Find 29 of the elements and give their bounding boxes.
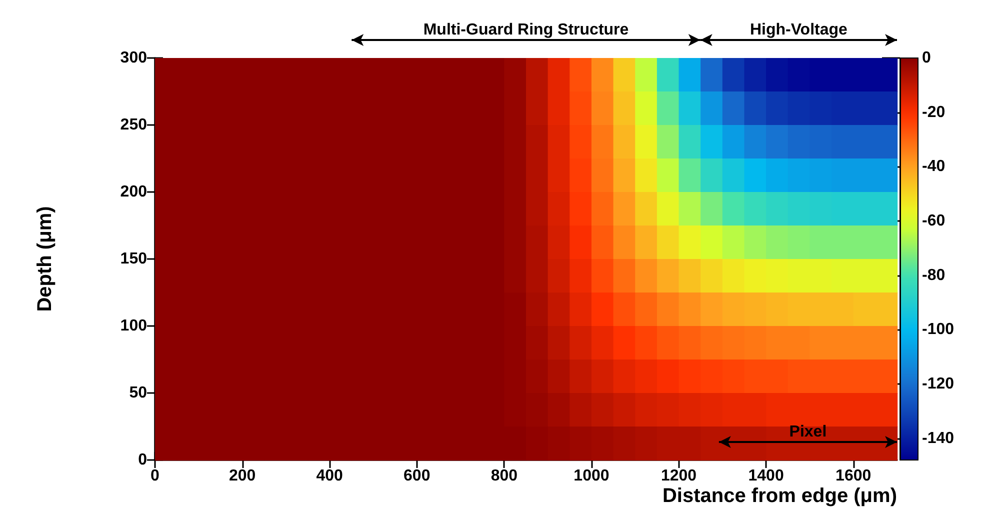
y-tick-label: 100 bbox=[120, 318, 148, 334]
x-tick-label: 600 bbox=[404, 468, 430, 484]
color-bar-label: -60 bbox=[922, 212, 946, 230]
color-bar-label: -20 bbox=[922, 104, 946, 121]
y-tick-label: 50 bbox=[129, 384, 148, 402]
x-tick-label: 400 bbox=[316, 468, 344, 484]
x-tick-label: 0 bbox=[150, 468, 160, 484]
x-tick-label: 1200 bbox=[660, 468, 697, 484]
y-tick-label: 250 bbox=[120, 116, 148, 134]
color-bar-label: -140 bbox=[922, 430, 954, 447]
y-tick-label: 0 bbox=[138, 452, 148, 468]
x-tick-label: 1000 bbox=[574, 468, 610, 484]
color-bar-label: -100 bbox=[922, 321, 954, 338]
annotation: Pixel bbox=[789, 424, 827, 440]
text: Multi-Guard Ring Structure bbox=[423, 22, 629, 38]
x-tick-label: 200 bbox=[228, 468, 256, 484]
x-tick-label: 1600 bbox=[836, 468, 872, 484]
x-tick-label: 1400 bbox=[748, 468, 784, 484]
y-tick-label: 300 bbox=[120, 50, 148, 66]
y-tick-label: 150 bbox=[120, 250, 148, 268]
x-tick-label: 800 bbox=[490, 468, 518, 484]
y-axis-title: Depth (μm) bbox=[34, 206, 56, 312]
y-tick-label: 200 bbox=[120, 184, 148, 200]
color-bar-label: -80 bbox=[922, 266, 946, 284]
color-bar-label: 0 bbox=[922, 50, 931, 66]
text: High-Voltage bbox=[750, 22, 848, 38]
x-axis-title: Distance from edge (μm) bbox=[662, 485, 897, 507]
color-bar-label: -120 bbox=[922, 375, 954, 392]
color-bar-label: -40 bbox=[922, 158, 946, 176]
